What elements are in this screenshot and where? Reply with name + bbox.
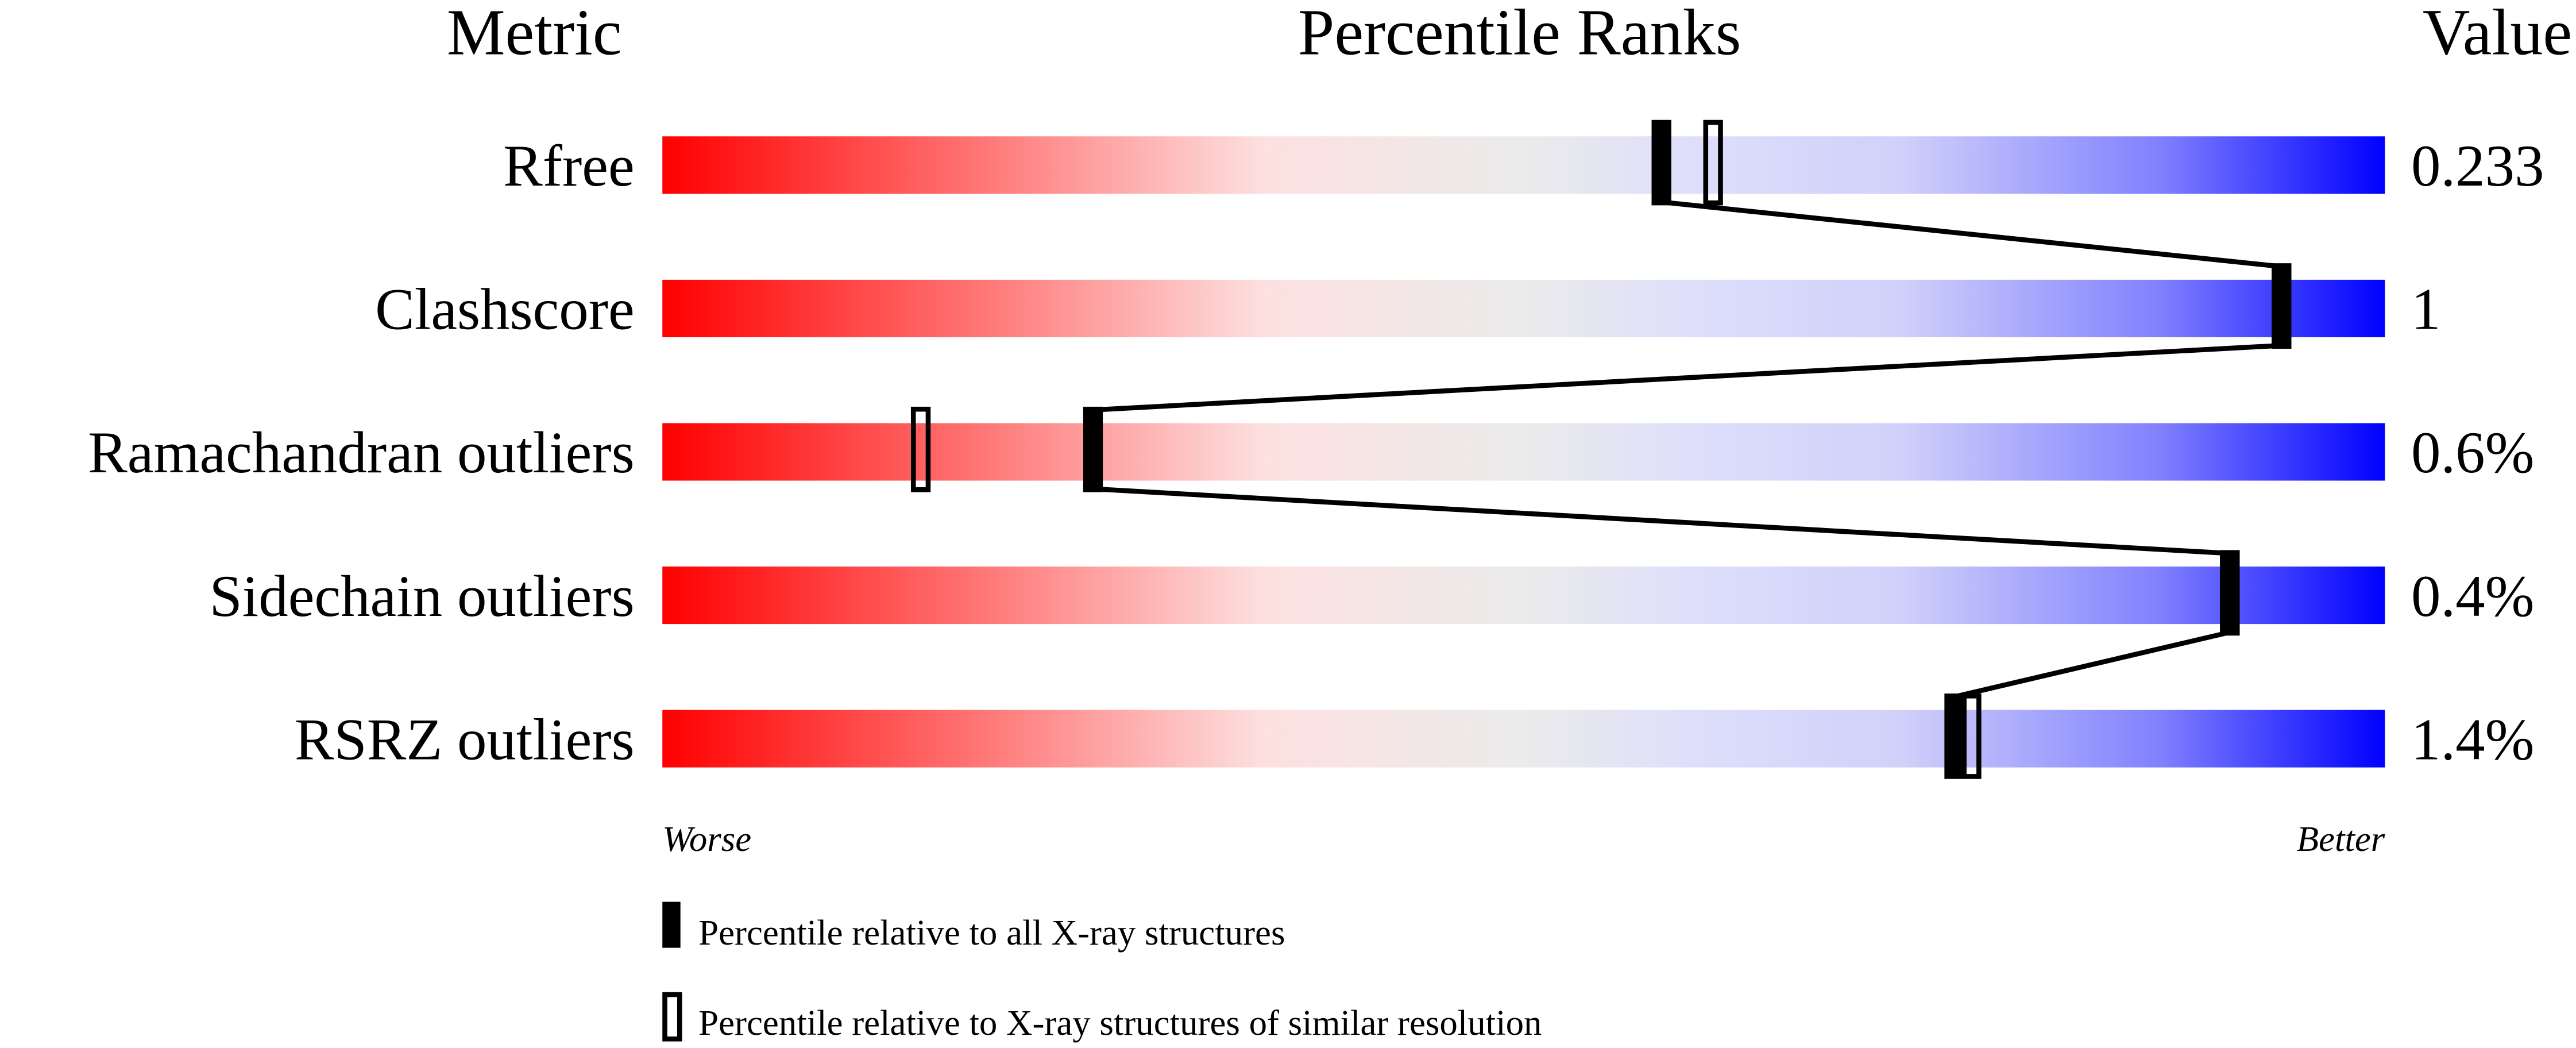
legend-all-label: Percentile relative to all X-ray structu… [698,912,1285,953]
legend-similar-marker [662,992,682,1042]
percentile-bar [662,136,2385,194]
metric-value: 1.4% [2411,707,2534,772]
metric-label: Sidechain outliers [209,564,634,629]
header-metric: Metric [447,0,622,68]
all-structures-marker [1651,120,1671,206]
header-value: Value [2423,0,2572,68]
metric-value: 1 [2411,277,2440,342]
markers [910,120,2292,779]
percentile-bar [662,423,2385,481]
metric-label: Clashscore [375,277,635,342]
metric-value: 0.4% [2411,564,2534,629]
all-structures-marker [2272,263,2292,349]
legend-similar-label: Percentile relative to X-ray structures … [698,1003,1542,1043]
similar-resolution-marker [910,406,931,492]
all-structures-marker [1944,693,1964,779]
rows: Rfree 0.233 Clashscore 1 Ramachandran outlie… [88,133,2544,772]
metric-value: 0.233 [2411,133,2544,199]
axis-worse-label: Worse [662,819,751,859]
metric-value: 0.6% [2411,420,2534,486]
percentile-bar [662,567,2385,625]
percentile-bar [662,279,2385,337]
header-percentile-ranks: Percentile Ranks [1298,0,1741,68]
similar-resolution-marker [1703,120,1723,206]
metric-label: RSRZ outliers [295,707,635,772]
all-structures-marker [1083,406,1103,492]
metric-label: Rfree [503,133,635,199]
axis-better-label: Better [2297,819,2385,859]
legend-all-marker [662,901,681,948]
all-structures-marker [2220,550,2240,636]
percentile-bar [662,710,2385,768]
metric-label: Ramachandran outliers [88,420,635,486]
